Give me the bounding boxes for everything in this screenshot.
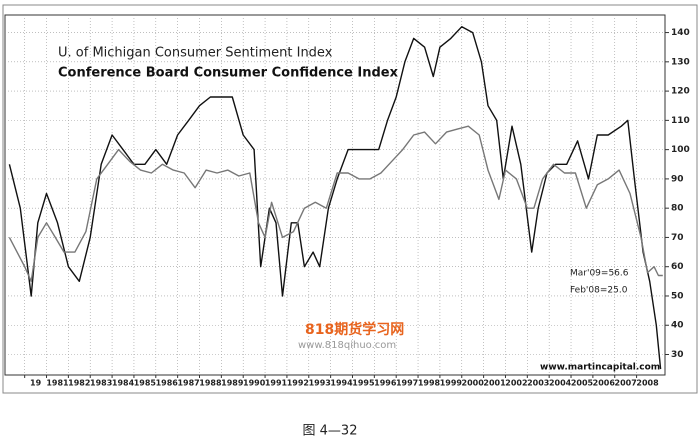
watermark: 818期货学习网 (305, 321, 404, 338)
x-tick-label: 1998 (418, 379, 441, 388)
y-tick-label: 70 (671, 233, 684, 243)
caption: 图 4—32 (303, 424, 358, 439)
x-tick-label: 2003 (527, 379, 549, 388)
x-tick-label: 1996 (374, 379, 397, 388)
x-tick-label: 1984 (112, 379, 135, 388)
watermark: www.818qihuo.com (298, 340, 396, 351)
y-tick-label: 130 (671, 57, 690, 67)
x-tick-label: 1986 (156, 379, 179, 388)
legend-entry: Conference Board Consumer Confidence Ind… (58, 66, 399, 81)
x-tick-label: 1981 (46, 379, 69, 388)
x-tick-label: 2005 (571, 379, 594, 388)
x-tick-label: 1989 (221, 379, 244, 388)
x-tick-label: 2007 (615, 379, 637, 388)
x-tick-label: 1990 (243, 379, 266, 388)
x-tick-label: 1988 (199, 379, 222, 388)
y-tick-label: 40 (671, 321, 684, 331)
x-tick-label: 1985 (134, 379, 157, 388)
x-tick-label: 1993 (309, 379, 331, 388)
y-tick-label: 50 (671, 291, 684, 301)
plot-area (4, 14, 666, 376)
x-tick-label: 1997 (396, 379, 418, 388)
y-tick-label: 30 (671, 350, 684, 360)
frame (2, 4, 698, 394)
x-tick-label: 2001 (483, 379, 506, 388)
annotation: www.martincapital.com (540, 363, 660, 373)
x-tick-label: 2004 (549, 379, 572, 388)
x-tick-label: 1994 (330, 379, 353, 388)
y-tick-label: 80 (671, 204, 684, 214)
y-tick-label: 140 (671, 28, 690, 38)
legend-entry: U. of Michigan Consumer Sentiment Index (58, 46, 333, 61)
series-line (8, 125, 663, 282)
y-tick-label: 110 (671, 116, 690, 126)
x-tick-label: 1983 (90, 379, 112, 388)
y-tick-label: 120 (671, 87, 690, 97)
y-tick-label: 100 (671, 145, 690, 155)
y-tick-label: 90 (671, 174, 684, 184)
x-tick-label: 2008 (636, 379, 659, 388)
x-tick-label: 2006 (593, 379, 616, 388)
x-tick-label: 2000 (462, 379, 485, 388)
x-tick-label: 1991 (265, 379, 288, 388)
annotation: Feb'08=25.0 (570, 286, 628, 296)
x-tick-label: 1992 (287, 379, 309, 388)
x-tick-label: 1999 (440, 379, 463, 388)
annotation: Mar'09=56.6 (570, 269, 629, 279)
x-tick-label: 1995 (352, 379, 375, 388)
x-tick-label: 1987 (177, 379, 199, 388)
x-tick-label: 1982 (68, 379, 90, 388)
y-tick-label: 60 (671, 262, 684, 272)
series-line (8, 26, 662, 370)
x-tick-label: 2002 (505, 379, 527, 388)
x-tick-label: 19 (30, 379, 42, 388)
